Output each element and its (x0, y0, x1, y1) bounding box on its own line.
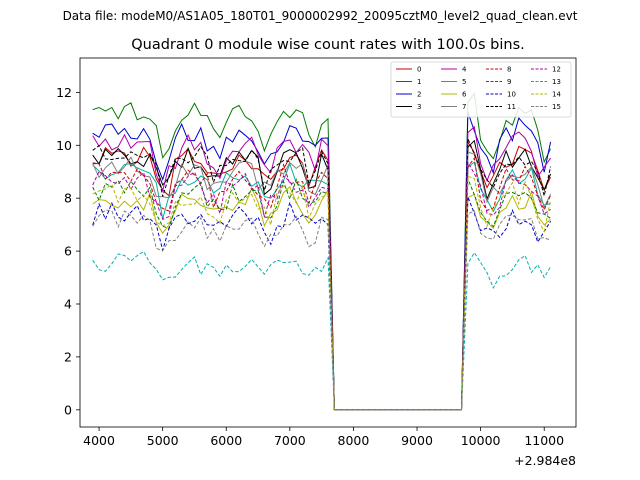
series-line-14 (92, 175, 552, 411)
series-line-9 (92, 177, 551, 411)
y-tick-label-0: 0 (64, 402, 72, 417)
legend-label-10: 10 (507, 91, 516, 99)
legend-label-0: 0 (417, 66, 421, 74)
x-offset-label: +2.984e8 (514, 453, 576, 468)
x-tick-label-10000: 10000 (461, 433, 501, 448)
series-line-0 (92, 140, 552, 411)
series-line-15 (92, 209, 551, 411)
series-line-10 (92, 196, 552, 411)
series-line-13 (92, 250, 552, 411)
y-tick-label-10: 10 (56, 138, 72, 153)
series-line-7 (92, 151, 552, 411)
legend-label-5: 5 (462, 78, 466, 86)
y-tick-label-4: 4 (64, 297, 72, 312)
legend-box (390, 61, 572, 118)
legend-label-2: 2 (417, 91, 421, 99)
y-tick-label-2: 2 (64, 349, 72, 364)
legend-label-1: 1 (417, 78, 421, 86)
series-line-8 (92, 156, 552, 411)
legend-label-15: 15 (552, 103, 561, 111)
legend-label-8: 8 (507, 66, 511, 74)
series-line-1 (92, 91, 552, 411)
x-tick-label-5000: 5000 (147, 433, 179, 448)
legend-label-9: 9 (507, 78, 511, 86)
x-tick-label-11000: 11000 (524, 433, 564, 448)
x-tick-label-9000: 9000 (401, 433, 433, 448)
y-tick-label-12: 12 (56, 85, 72, 100)
legend-label-14: 14 (552, 91, 561, 99)
legend-label-11: 11 (507, 103, 516, 111)
series-line-6 (92, 186, 551, 411)
series-line-11 (92, 138, 552, 411)
y-tick-label-8: 8 (64, 191, 72, 206)
series-line-3 (92, 139, 552, 411)
series-line-12 (92, 160, 551, 411)
y-tick-label-6: 6 (64, 244, 72, 259)
legend-label-13: 13 (552, 78, 561, 86)
figure-suptitle: Data file: modeM0/AS1A05_180T01_90000029… (63, 9, 578, 23)
x-tick-label-4000: 4000 (83, 433, 115, 448)
legend-label-12: 12 (552, 66, 561, 74)
x-tick-label-7000: 7000 (274, 433, 306, 448)
series-layer (92, 91, 552, 411)
legend-label-4: 4 (462, 66, 467, 74)
x-tick-label-6000: 6000 (210, 433, 242, 448)
legend-label-3: 3 (417, 103, 421, 111)
legend-label-6: 6 (462, 91, 467, 99)
axes: 4000 5000 6000 7000 8000 9000 10000 11000 0 2 4 6 8 1… (56, 57, 577, 448)
series-line-5 (92, 161, 551, 411)
series-line-2 (92, 112, 552, 411)
series-line-4 (92, 125, 552, 411)
axes-frame (79, 57, 577, 428)
x-tick-label-8000: 8000 (338, 433, 370, 448)
chart-title: Quadrant 0 module wise count rates with … (131, 37, 525, 53)
legend-label-7: 7 (462, 103, 466, 111)
